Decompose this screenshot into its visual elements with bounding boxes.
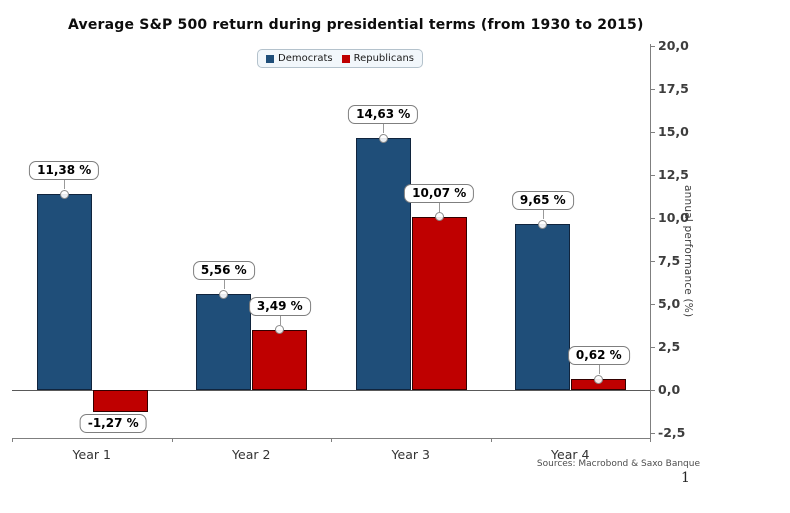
- x-tick-mark: [171, 438, 173, 442]
- data-label-anchor-circle: [219, 289, 229, 299]
- legend-label: Democrats: [278, 53, 333, 64]
- data-label-anchor-circle: [538, 219, 548, 229]
- y-axis-title: annual performance (%): [682, 185, 694, 318]
- data-label-anchor-circle: [59, 189, 69, 199]
- bar-republicans-year-3: [411, 216, 467, 390]
- y-tick-mark: [650, 45, 655, 47]
- legend-swatch-democrats: [266, 54, 274, 63]
- y-tick-label: 7,5: [658, 253, 681, 268]
- y-tick-label: 15,0: [658, 124, 689, 139]
- bar-republicans-year-1: [92, 390, 148, 412]
- bar-democrats-year-2: [196, 294, 252, 390]
- y-tick-label: 17,5: [658, 81, 689, 96]
- legend-item-republicans: Republicans: [341, 53, 415, 64]
- data-label-anchor-circle: [275, 325, 285, 335]
- y-tick-mark: [650, 389, 655, 391]
- data-label-anchor-circle: [594, 374, 604, 384]
- y-tick-label: 2,5: [658, 339, 681, 354]
- x-tick-mark: [331, 438, 332, 442]
- y-tick-mark: [650, 303, 655, 305]
- bar-democrats-year-3: [355, 138, 411, 390]
- y-tick-label: 12,5: [658, 167, 689, 182]
- data-label-connector: [383, 124, 385, 134]
- y-tick-label: 20,0: [658, 38, 689, 53]
- x-tick-mark: [490, 438, 492, 442]
- y-tick-mark: [650, 260, 655, 262]
- legend-label: Republicans: [353, 53, 415, 64]
- data-label-connector: [598, 365, 600, 375]
- data-label-republicans-1: -1,27 %: [79, 413, 147, 433]
- x-tick-mark: [12, 438, 13, 442]
- data-label-republicans-2: 3,49 %: [248, 296, 311, 316]
- data-label-democrats-3: 14,63 %: [348, 105, 419, 125]
- x-tick-mark: [650, 438, 651, 442]
- legend-item-democrats: Democrats: [266, 53, 333, 64]
- y-tick-mark: [650, 174, 655, 176]
- data-label-connector: [64, 180, 66, 190]
- x-category-label: Year 4: [551, 447, 590, 462]
- y-tick-label: -2,5: [658, 425, 686, 440]
- data-label-republicans-3: 10,07 %: [404, 183, 475, 203]
- y-tick-mark: [650, 432, 655, 434]
- data-label-anchor-circle: [434, 212, 444, 222]
- bar-republicans-year-2: [252, 329, 308, 390]
- page-number: 1: [681, 470, 690, 486]
- data-label-democrats-4: 9,65 %: [511, 191, 574, 211]
- x-category-label: Year 1: [72, 447, 111, 462]
- legend: Democrats Republicans: [257, 49, 424, 68]
- data-label-connector: [542, 210, 544, 220]
- legend-swatch-republicans: [341, 54, 350, 63]
- y-tick-label: 5,0: [658, 296, 681, 311]
- y-tick-label: 10,0: [658, 210, 689, 225]
- x-category-label: Year 3: [391, 447, 430, 462]
- zero-baseline: [12, 390, 650, 391]
- bar-democrats-year-1: [36, 194, 92, 390]
- data-label-democrats-1: 11,38 %: [29, 161, 100, 181]
- data-label-connector: [223, 280, 225, 290]
- bar-democrats-year-4: [515, 224, 571, 390]
- y-tick-mark: [650, 131, 655, 133]
- data-label-connector: [279, 315, 281, 325]
- data-label-connector: [439, 202, 441, 212]
- x-category-label: Year 2: [232, 447, 271, 462]
- source-note: Sources: Macrobond & Saxo Banque: [536, 459, 700, 469]
- y-tick-mark: [650, 346, 655, 348]
- data-label-republicans-4: 0,62 %: [567, 346, 630, 366]
- y-tick-mark: [650, 217, 655, 219]
- y-tick-mark: [650, 88, 655, 90]
- y-tick-label: 0,0: [658, 382, 681, 397]
- data-label-democrats-2: 5,56 %: [192, 261, 255, 281]
- data-label-anchor-circle: [378, 133, 388, 143]
- chart-title: Average S&P 500 return during presidenti…: [68, 17, 644, 33]
- y-axis-line: [650, 44, 651, 439]
